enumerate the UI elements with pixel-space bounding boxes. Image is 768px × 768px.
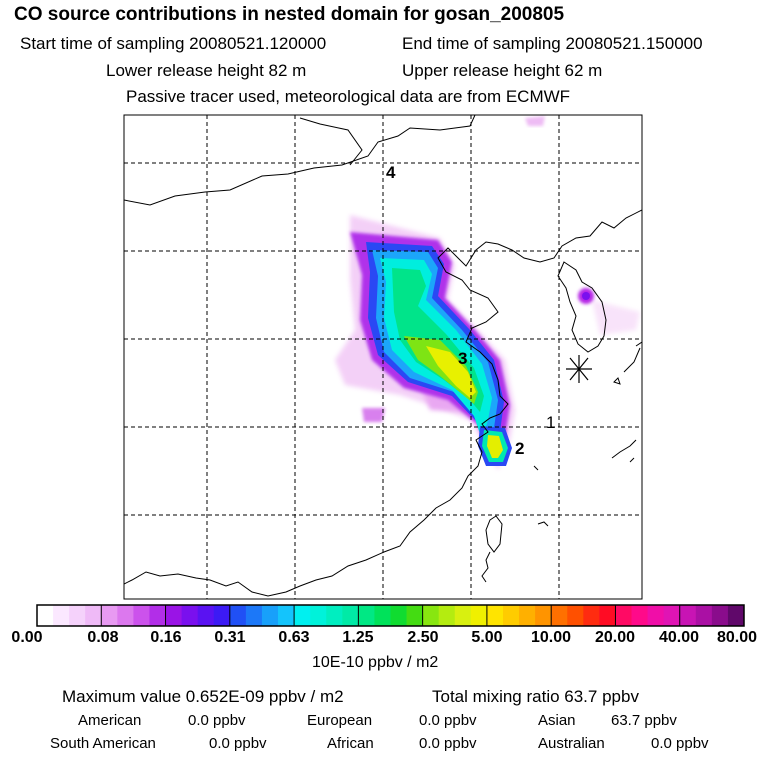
map-marker-1: 1	[546, 413, 555, 432]
colorbar-cell	[438, 605, 456, 626]
colorbar-cell	[342, 605, 359, 626]
colorbar-cell	[454, 605, 472, 626]
colorbar-tick-label: 80.00	[716, 629, 758, 646]
colorbar-cell	[261, 605, 279, 626]
coastlines	[124, 115, 642, 597]
colorbar-tick-label: 0.63	[278, 629, 310, 646]
colorbar-cell	[149, 605, 166, 626]
source-value-asian: 63.7 ppbv	[611, 712, 677, 729]
colorbar-cell	[519, 605, 536, 626]
colorbar-tick-label: 2.50	[407, 629, 439, 646]
tracer-info-label: Passive tracer used, meteorological data…	[126, 87, 571, 106]
colorbar-cell	[599, 605, 616, 626]
colorbar	[37, 605, 745, 626]
source-name-african: African	[327, 735, 374, 752]
colorbar-cell	[245, 605, 263, 626]
colorbar-cell	[470, 605, 488, 626]
colorbar-cell	[711, 605, 729, 626]
colorbar-tick-label: 20.00	[594, 629, 636, 646]
plot-title: CO source contributions in nested domain…	[14, 4, 565, 25]
colorbar-cell	[406, 605, 424, 626]
total-mixing-ratio-label: Total mixing ratio 63.7 ppbv	[432, 687, 639, 706]
colorbar-cell	[567, 605, 584, 626]
source-name-asian: Asian	[538, 712, 576, 729]
maximum-value-label: Maximum value 0.652E-09 ppbv / m2	[62, 687, 344, 706]
colorbar-frame	[36, 604, 745, 627]
colorbar-cell	[502, 605, 520, 626]
colorbar-tick-label: 0.16	[150, 629, 182, 646]
colorbar-cell	[117, 605, 134, 626]
colorbar-cell	[213, 605, 231, 626]
colorbar-cell	[486, 605, 504, 626]
map-marker-2: 2	[515, 439, 524, 458]
source-name-south-american: South American	[50, 735, 156, 752]
colorbar-cell	[310, 605, 327, 626]
colorbar-tick-label: 40.00	[658, 629, 700, 646]
receptor-marker-icon	[566, 355, 592, 383]
colorbar-tick-label: 5.00	[471, 629, 503, 646]
lower-release-label: Lower release height 82 m	[106, 61, 307, 80]
start-time-label: Start time of sampling 20080521.120000	[20, 34, 327, 53]
colorbar-cell	[647, 605, 665, 626]
source-name-european: European	[307, 712, 373, 729]
source-value-african: 0.0 ppbv	[419, 735, 477, 752]
colorbar-cell	[37, 605, 54, 626]
colorbar-cell	[615, 605, 632, 626]
colorbar-cell	[390, 605, 407, 626]
concentration-field	[335, 116, 640, 470]
map-frame	[123, 114, 643, 600]
colorbar-cell	[663, 605, 681, 626]
colorbar-cell	[53, 605, 70, 626]
lat-lon-grid	[124, 115, 642, 599]
colorbar-cell	[326, 605, 343, 626]
colorbar-tick-label: 1.25	[342, 629, 374, 646]
colorbar-cell	[278, 605, 295, 626]
source-value-australian: 0.0 ppbv	[651, 735, 709, 752]
colorbar-cell	[422, 605, 440, 626]
colorbar-cell	[631, 605, 648, 626]
source-name-australian: Australian	[538, 735, 605, 752]
source-name-american: American	[78, 712, 142, 729]
colorbar-cell	[583, 605, 600, 626]
colorbar-cell	[727, 605, 745, 626]
colorbar-cell	[181, 605, 199, 626]
colorbar-cell	[197, 605, 215, 626]
colorbar-cell	[294, 605, 311, 626]
colorbar-cell	[133, 605, 150, 626]
end-time-label: End time of sampling 20080521.150000	[402, 34, 703, 53]
colorbar-cell	[101, 605, 118, 626]
colorbar-cell	[165, 605, 183, 626]
colorbar-cell	[229, 605, 247, 626]
colorbar-tick-label: 0.00	[11, 629, 43, 646]
colorbar-tick-label: 0.08	[87, 629, 119, 646]
source-value-european: 0.0 ppbv	[419, 712, 477, 729]
colorbar-tick-label: 10.00	[530, 629, 572, 646]
colorbar-units: 10E-10 ppbv / m2	[312, 654, 439, 671]
colorbar-cell	[374, 605, 391, 626]
source-value-south-american: 0.0 ppbv	[209, 735, 267, 752]
colorbar-cell	[85, 605, 102, 626]
colorbar-cell	[551, 605, 568, 626]
colorbar-cell	[358, 605, 375, 626]
source-value-american: 0.0 ppbv	[188, 712, 246, 729]
map-marker-3: 3	[458, 349, 467, 368]
colorbar-cell	[679, 605, 697, 626]
colorbar-cell	[69, 605, 86, 626]
upper-release-label: Upper release height 62 m	[402, 61, 603, 80]
colorbar-tick-label: 0.31	[214, 629, 246, 646]
colorbar-cell	[695, 605, 713, 626]
colorbar-cell	[535, 605, 552, 626]
map-marker-4: 4	[386, 163, 396, 182]
